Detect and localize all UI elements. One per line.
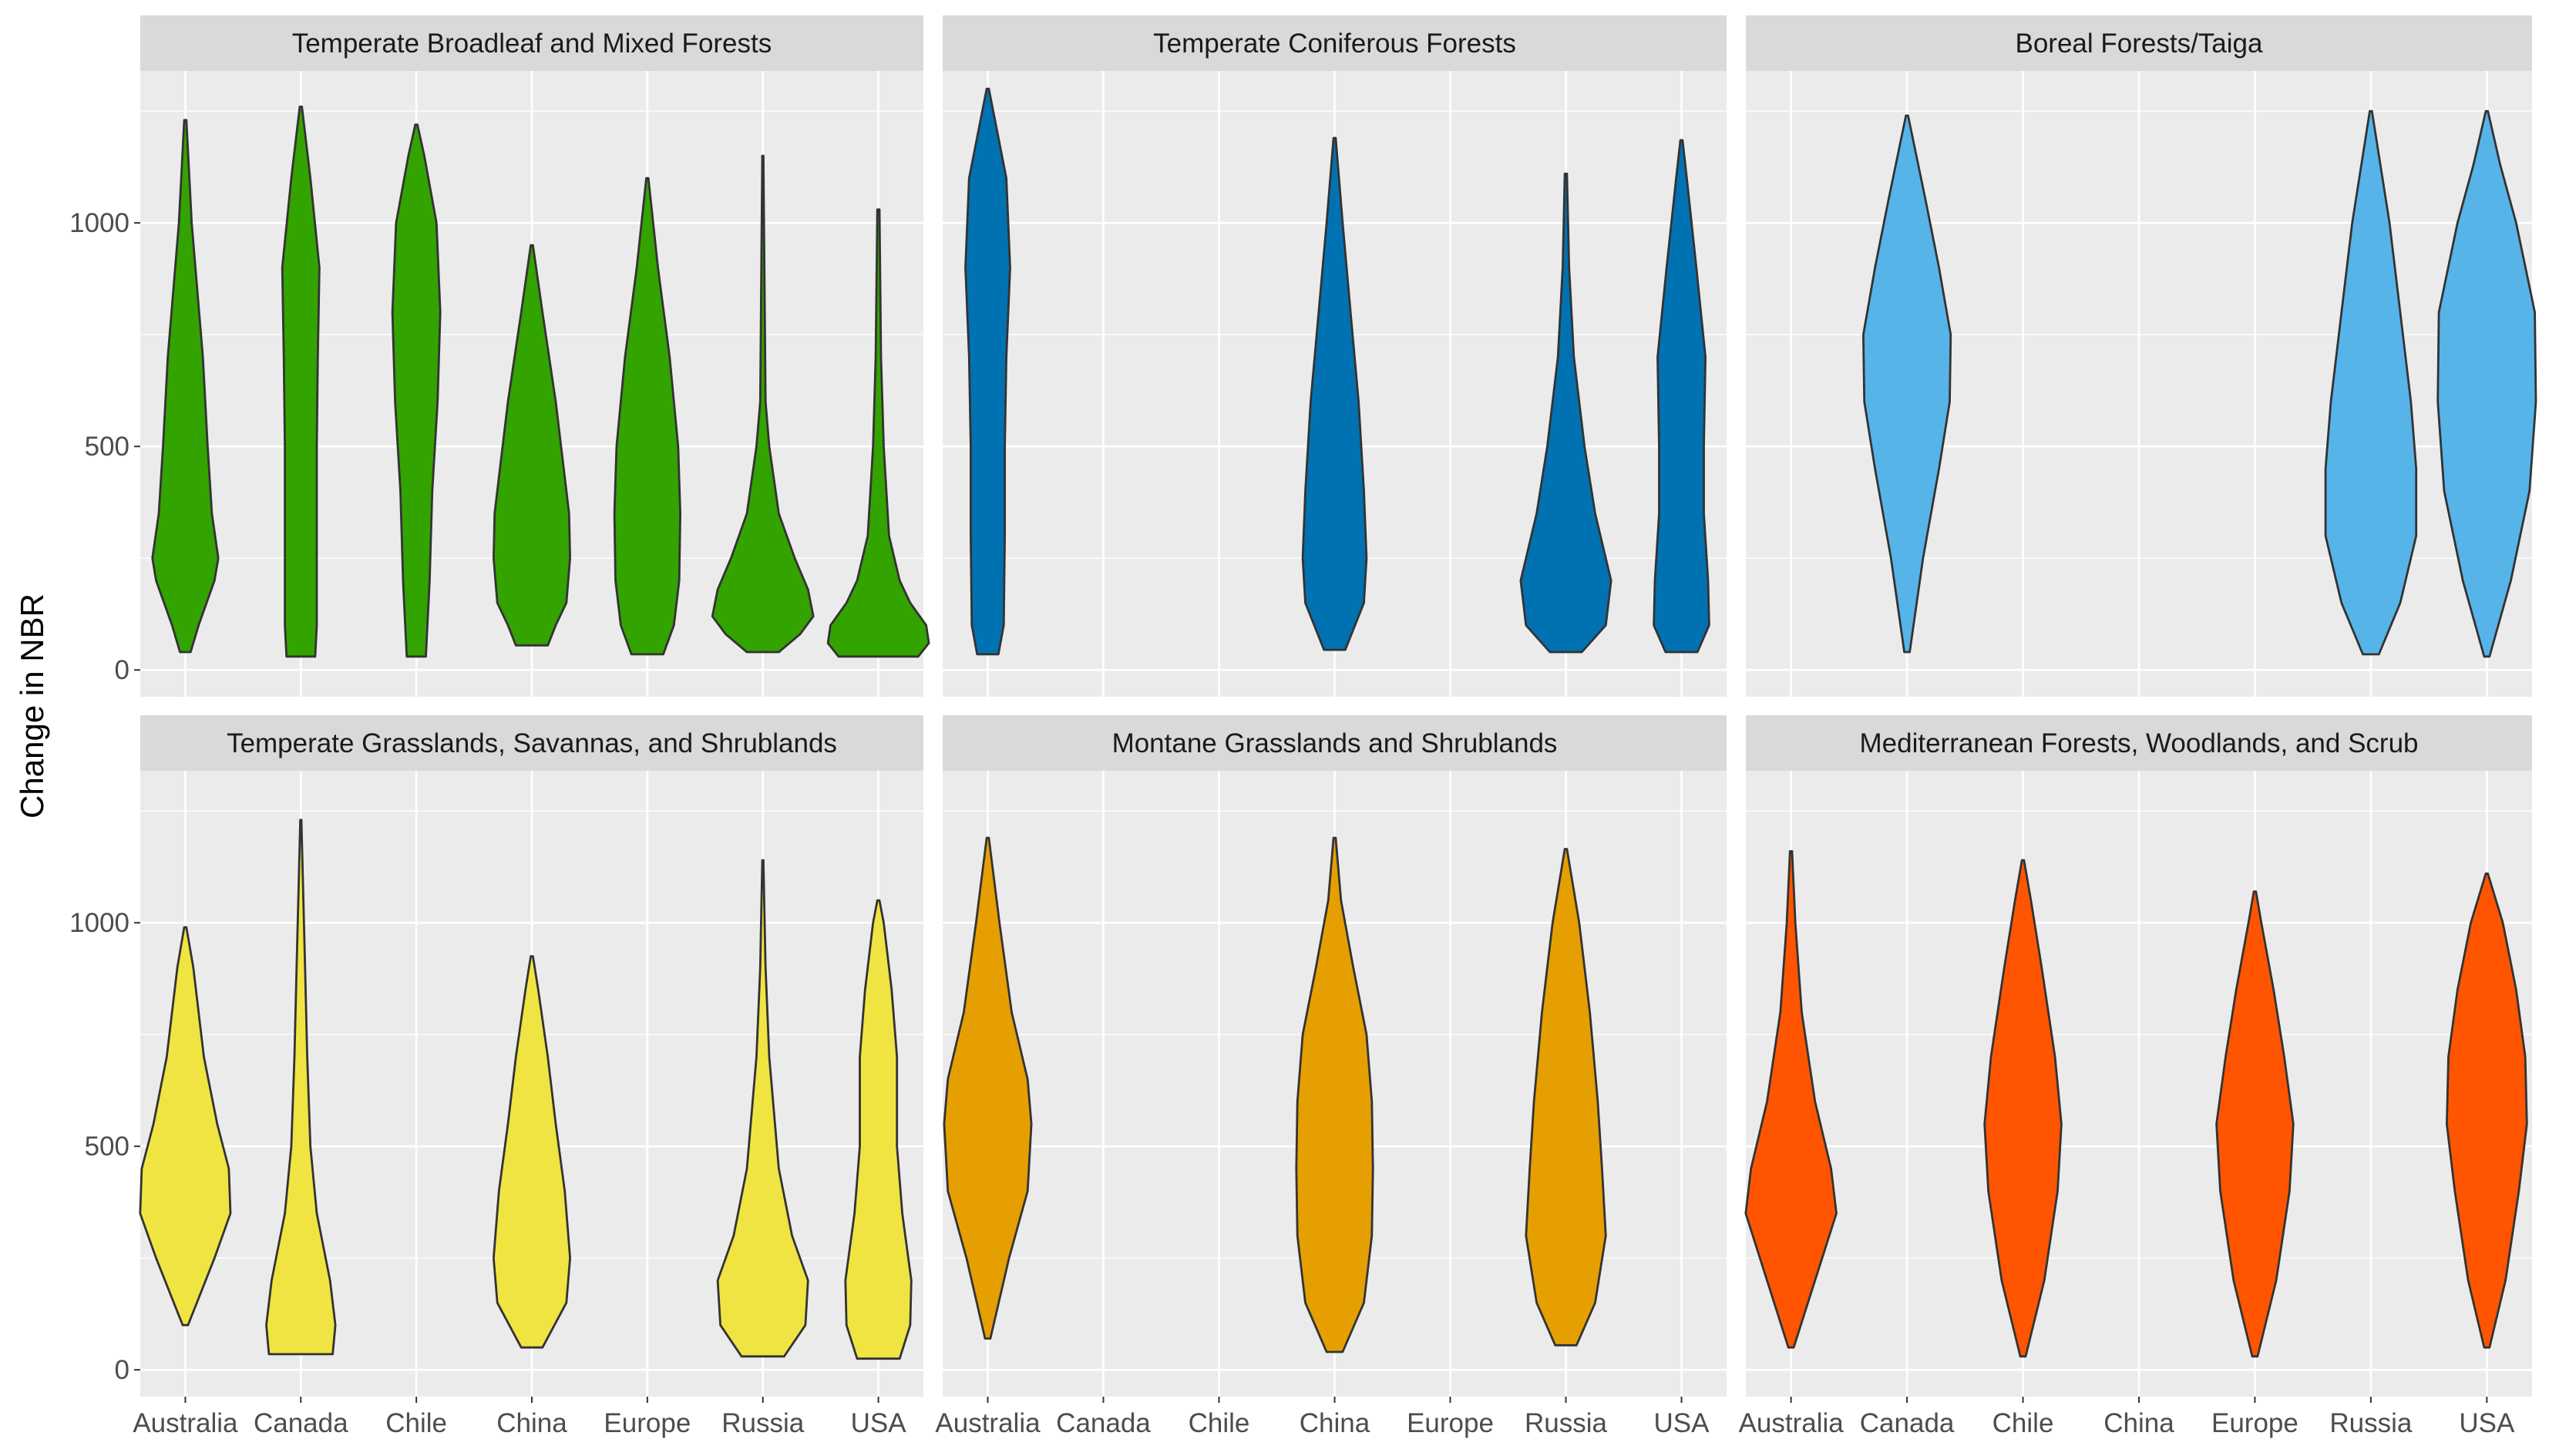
panel-strip (1746, 715, 2532, 771)
violin-usa (1653, 139, 1710, 654)
x-tick-label: Russia (2329, 1408, 2413, 1438)
panel-title: Montane Grasslands and Shrublands (1112, 728, 1558, 758)
panel-1: Temperate Broadleaf and Mixed Forests 0 50… (69, 15, 930, 697)
panel-title: Temperate Coniferous Forests (1153, 29, 1516, 59)
violin-canada (1862, 114, 1952, 654)
y-tick-label: 1000 (69, 208, 129, 238)
violin-china (1295, 836, 1374, 1353)
x-tick-label: Australia (133, 1408, 238, 1438)
panel-strip (140, 15, 923, 71)
x-tick-label: Europe (604, 1408, 691, 1438)
violin-russia (2324, 109, 2418, 656)
y-tick-label: 0 (115, 1355, 129, 1385)
violin-canada (265, 819, 337, 1356)
violin-china (493, 955, 571, 1349)
violin-usa (2446, 873, 2528, 1349)
y-tick-label: 500 (85, 432, 129, 462)
panel-4: Temperate Grasslands, Savannas, and Shru… (69, 715, 923, 1438)
violin-usa (826, 208, 930, 658)
panel-strip (943, 15, 1727, 71)
x-tick-label: Canada (1860, 1408, 1955, 1438)
panel-3: Boreal Forests/Taiga (1746, 15, 2537, 697)
x-tick-label: Chile (1992, 1408, 2054, 1438)
violin-australia (943, 836, 1033, 1340)
x-tick-label: USA (2459, 1408, 2515, 1438)
x-tick-label: Europe (2211, 1408, 2298, 1438)
panel-strip (1746, 15, 2532, 71)
violin-china (1301, 136, 1368, 651)
panel-title: Mediterranean Forests, Woodlands, and Sc… (1859, 728, 2418, 758)
x-tick-label: Canada (254, 1408, 348, 1438)
violin-chile (1983, 859, 2063, 1358)
y-tick-label: 0 (115, 655, 129, 685)
panel-title: Boreal Forests/Taiga (2016, 29, 2264, 59)
y-tick-label: 1000 (69, 908, 129, 938)
panel-strip (140, 715, 923, 771)
y-axis-title: Change in NBR (14, 593, 50, 819)
violin-europe (2215, 890, 2295, 1358)
violin-russia (1525, 848, 1607, 1347)
violin-russia (711, 154, 815, 654)
violin-europe (613, 177, 681, 656)
x-tick-label: Russia (721, 1408, 805, 1438)
violin-chile (391, 123, 442, 658)
y-tick-label: 500 (85, 1132, 129, 1162)
violin-australia (1744, 850, 1838, 1349)
panel-2: Temperate Coniferous Forests (943, 15, 1727, 697)
x-tick-label: China (2103, 1408, 2174, 1438)
panel-strip (943, 715, 1727, 771)
panel-title: Temperate Broadleaf and Mixed Forests (292, 29, 772, 59)
panel-5: Montane Grasslands and Shrublands Austral… (935, 715, 1727, 1438)
violin-canada (281, 106, 321, 658)
x-tick-label: Chile (1189, 1408, 1250, 1438)
x-tick-label: Chile (385, 1408, 447, 1438)
x-tick-label: China (1300, 1408, 1370, 1438)
violin-australia (151, 119, 220, 654)
violin-australia (139, 926, 232, 1327)
x-tick-label: Australia (935, 1408, 1041, 1438)
x-tick-label: China (496, 1408, 567, 1438)
violin-russia (1519, 173, 1612, 654)
x-tick-label: Canada (1056, 1408, 1151, 1438)
x-tick-label: Europe (1407, 1408, 1494, 1438)
panel-6: Mediterranean Forests, Woodlands, and Sc… (1739, 715, 2532, 1438)
violin-usa (844, 899, 913, 1360)
x-tick-label: USA (851, 1408, 907, 1438)
violin-usa (2436, 109, 2537, 658)
x-tick-label: USA (1654, 1408, 1710, 1438)
panel-title: Temperate Grasslands, Savannas, and Shru… (227, 728, 837, 758)
x-tick-label: Australia (1739, 1408, 1844, 1438)
violin-australia (964, 87, 1011, 656)
x-tick-label: Russia (1525, 1408, 1608, 1438)
violin-russia (716, 859, 809, 1358)
violin-china (493, 244, 571, 647)
